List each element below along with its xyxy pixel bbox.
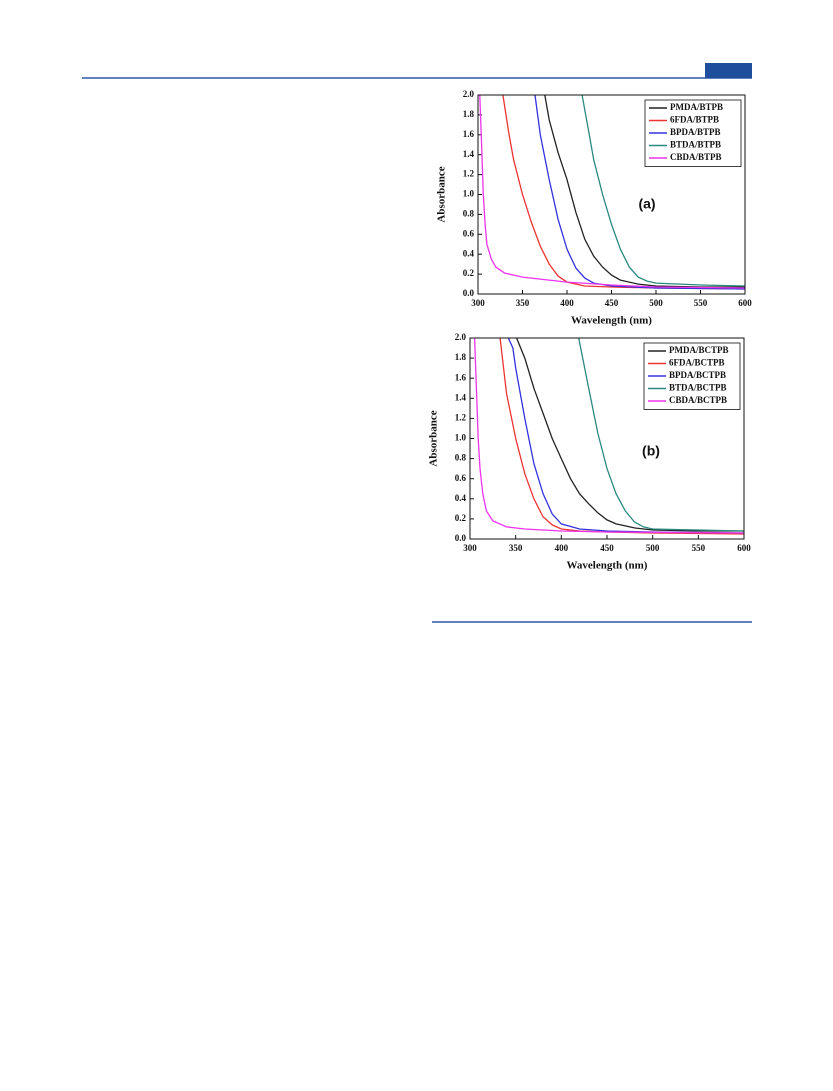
y-tick-label: 0.6: [455, 473, 467, 483]
y-tick-label: 2.0: [463, 89, 475, 99]
data-line: [502, 94, 746, 290]
x-tick-label: 350: [516, 298, 530, 308]
x-tick-label: 600: [738, 298, 752, 308]
y-tick-label: 0.0: [463, 288, 475, 298]
y-tick-label: 1.4: [463, 149, 475, 159]
x-axis-label: Wavelength (nm): [571, 315, 652, 327]
y-tick-label: 0.4: [455, 493, 467, 503]
x-tick-label: 400: [560, 298, 574, 308]
x-tick-label: 500: [646, 543, 660, 553]
y-tick-label: 0.8: [455, 453, 467, 463]
x-tick-label: 450: [600, 543, 614, 553]
x-tick-label: 300: [463, 543, 477, 553]
annotation: (b): [642, 443, 660, 459]
data-line: [473, 337, 745, 534]
legend-label: BTDA/BTPB: [670, 140, 721, 150]
y-tick-label: 0.8: [463, 208, 475, 218]
x-tick-label: 400: [555, 543, 569, 553]
y-tick-label: 1.4: [455, 392, 467, 402]
y-tick-label: 1.2: [455, 412, 467, 422]
y-tick-label: 0.2: [455, 513, 467, 523]
legend-label: CBDA/BCTPB: [669, 395, 727, 405]
plot-frame: [477, 94, 746, 295]
legend-label: BPDA/BTPB: [670, 127, 721, 137]
data-line: [578, 337, 745, 532]
plot-frame: [469, 337, 745, 540]
y-tick-label: 1.0: [463, 189, 475, 199]
x-axis-label: Wavelength (nm): [567, 560, 648, 572]
y-tick-label: 1.6: [455, 372, 467, 382]
data-line: [581, 94, 746, 287]
data-line: [507, 337, 745, 534]
legend-label: BTDA/BCTPB: [669, 383, 727, 393]
annotation: (a): [638, 196, 655, 212]
legend-label: 6FDA/BTPB: [670, 115, 719, 125]
y-tick-label: 2.0: [455, 332, 467, 342]
x-tick-label: 550: [692, 543, 706, 553]
legend-label: PMDA/BTPB: [670, 102, 723, 112]
y-tick-label: 1.2: [463, 169, 475, 179]
legend-label: BPDA/BCTPB: [669, 370, 726, 380]
y-tick-label: 0.6: [463, 228, 475, 238]
legend-label: PMDA/BCTPB: [669, 345, 729, 355]
x-tick-label: 450: [605, 298, 619, 308]
x-tick-label: 600: [737, 543, 751, 553]
data-line: [534, 94, 746, 290]
y-tick-label: 1.6: [463, 129, 475, 139]
data-line: [544, 94, 745, 288]
y-tick-label: 1.8: [455, 352, 467, 362]
legend-label: CBDA/BTPB: [670, 152, 722, 162]
data-line: [515, 337, 744, 532]
x-tick-label: 350: [509, 543, 523, 553]
x-tick-label: 500: [649, 298, 663, 308]
y-tick-label: 0.4: [463, 248, 475, 258]
y-tick-label: 0.0: [455, 533, 467, 543]
x-tick-label: 550: [694, 298, 708, 308]
y-tick-label: 0.2: [463, 268, 475, 278]
y-axis-label: Absorbance: [428, 410, 440, 466]
data-line: [479, 94, 746, 289]
y-axis-label: Absorbance: [436, 166, 448, 222]
x-tick-label: 300: [471, 298, 485, 308]
y-tick-label: 1.8: [463, 109, 475, 119]
header-tab: [705, 63, 752, 78]
legend-label: 6FDA/BCTPB: [669, 358, 725, 368]
y-tick-label: 1.0: [455, 433, 467, 443]
